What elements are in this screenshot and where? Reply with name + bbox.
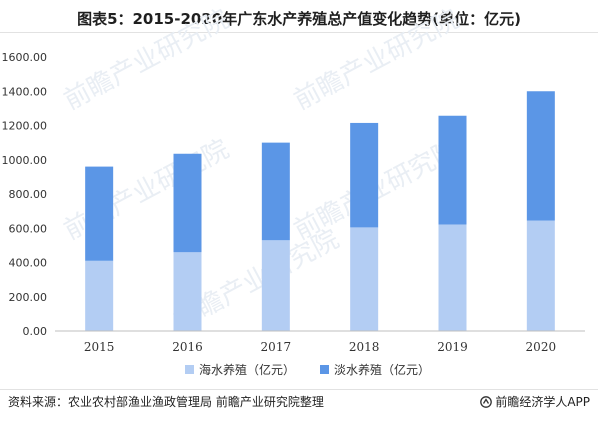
y-tick-label: 200.00	[9, 291, 48, 304]
legend-label: 淡水养殖（亿元）	[334, 362, 430, 377]
x-tick-label: 2020	[526, 340, 557, 354]
y-tick-label: 400.00	[9, 257, 48, 270]
x-tick-label: 2018	[349, 340, 380, 354]
x-axis: 2015 2016 2017 2018 2019 2020	[55, 330, 585, 354]
bar-segment-freshwater-2015	[85, 166, 114, 261]
legend-swatch	[320, 365, 329, 374]
y-tick-label: 0.00	[23, 325, 48, 338]
y-tick-label: 800.00	[9, 188, 48, 201]
bar-segment-freshwater-2017	[261, 142, 290, 241]
qianzhan-logo-icon	[480, 395, 493, 408]
bars-layer	[85, 91, 555, 331]
y-tick-label: 1600.00	[2, 51, 48, 64]
legend: 海水养殖（亿元） 淡水养殖（亿元）	[185, 362, 430, 377]
bar-segment-freshwater-2016	[173, 153, 202, 253]
y-tick-label: 600.00	[9, 222, 48, 235]
legend-label: 海水养殖（亿元）	[199, 362, 295, 377]
x-tick-label: 2015	[84, 340, 115, 354]
bar-segment-seawater-2018	[350, 227, 379, 331]
brand-credit: 前瞻经济学人APP	[480, 393, 590, 410]
y-axis: 0.00 200.00 400.00 600.00 800.00 1000.00 1200.…	[2, 51, 48, 338]
y-tick-label: 1000.00	[2, 154, 48, 167]
source-note: 资料来源：农业农村部渔业渔政管理局 前瞻产业研究院整理	[8, 395, 324, 409]
bar-segment-seawater-2015	[85, 260, 114, 331]
x-tick-label: 2019	[437, 340, 468, 354]
y-tick-label: 1400.00	[2, 85, 48, 98]
chart-title: 图表5：2015-2020年广东水产养殖总产值变化趋势(单位：亿元)	[77, 10, 521, 28]
watermark-text: 前瞻产业研究院	[289, 4, 464, 116]
brand-label: 前瞻经济学人APP	[495, 395, 590, 409]
bar-segment-seawater-2017	[261, 240, 290, 331]
bar-segment-freshwater-2020	[526, 91, 555, 221]
bar-segment-seawater-2020	[526, 220, 555, 331]
x-tick-label: 2016	[172, 340, 203, 354]
bar-segment-seawater-2019	[438, 224, 467, 331]
y-tick-label: 1200.00	[2, 120, 48, 133]
bar-segment-freshwater-2018	[350, 122, 379, 228]
watermark-layer: 前瞻产业研究院前瞻产业研究院前瞻产业研究院前瞻产业研究院前瞻产业研究院	[59, 4, 464, 336]
bar-segment-seawater-2016	[173, 252, 202, 331]
x-tick-label: 2017	[261, 340, 292, 354]
bar-segment-freshwater-2019	[438, 115, 467, 225]
watermark-text: 前瞻产业研究院	[59, 4, 234, 116]
footer-divider	[0, 389, 598, 390]
title-divider	[0, 32, 598, 33]
legend-swatch	[185, 365, 194, 374]
